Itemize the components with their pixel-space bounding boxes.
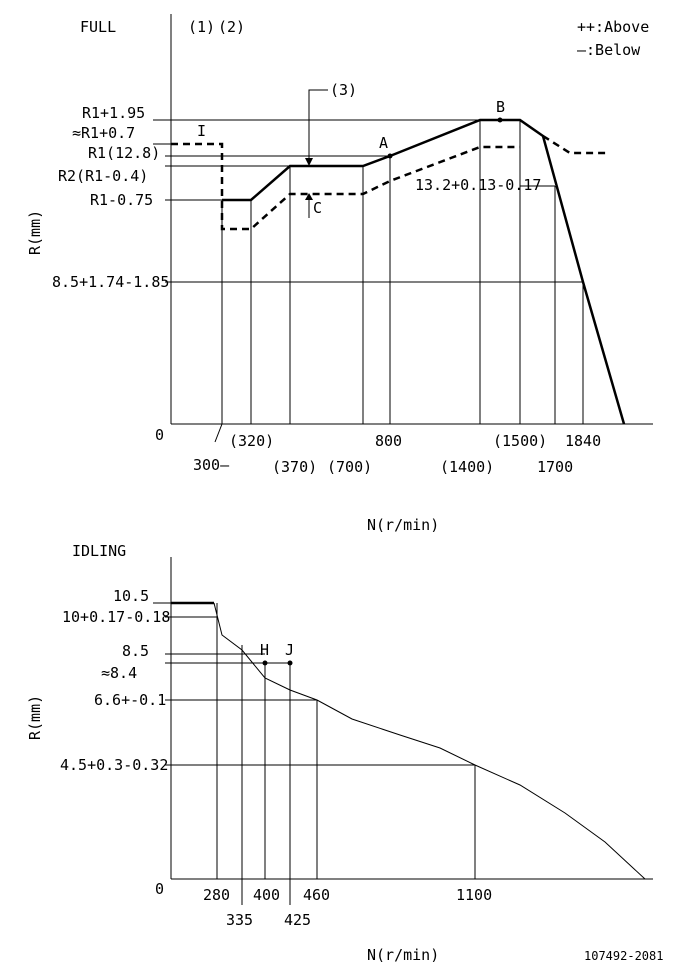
idling-series <box>213 602 646 880</box>
full-chart: FULL (1) (2) 0 R(mm) N(r/min) R1+1.95 ≈R… <box>26 14 653 534</box>
idling-ylabel-84: ≈8.4 <box>101 664 137 682</box>
idling-title: IDLING <box>72 542 126 560</box>
full-xlabel-800: 800 <box>375 432 402 450</box>
full-arrow-3-leader <box>308 89 328 162</box>
full-point-c: C <box>313 199 322 217</box>
full-xlabel-1700: 1700 <box>537 458 573 476</box>
full-xlabel-1500: (1500) <box>493 432 547 450</box>
full-ylabel-r2: R2(R1-0.4) <box>58 167 148 185</box>
full-xlabel-320: (320) <box>229 432 274 450</box>
full-leader-300 <box>214 423 223 443</box>
full-title: FULL <box>80 18 116 36</box>
full-marker-b <box>497 117 503 123</box>
idling-ylabel-45: 4.5+0.3-0.32 <box>60 756 168 774</box>
full-arrow-c-head <box>305 193 313 200</box>
full-xlabel-370: (370) <box>272 458 317 476</box>
full-point-b: B <box>496 98 505 116</box>
idling-xlabel-400: 400 <box>253 886 280 904</box>
full-note-1: (1) <box>188 18 215 36</box>
idling-marker-j <box>287 660 293 666</box>
full-series-below-tail <box>542 134 608 155</box>
idling-xlabel-1100: 1100 <box>456 886 492 904</box>
idling-zero: 0 <box>155 880 164 898</box>
full-xlabel-700: (700) <box>327 458 372 476</box>
full-xlabel-300: 300— <box>193 456 230 474</box>
legend-above: ++:Above <box>577 18 649 36</box>
full-ylabel-r1plus07: ≈R1+0.7 <box>72 124 135 142</box>
full-point-i: I <box>197 122 206 140</box>
full-ylabel-r1plus195: R1+1.95 <box>82 104 145 122</box>
full-zero: 0 <box>155 426 164 444</box>
idling-point-j: J <box>285 641 294 659</box>
full-ylabel-85: 8.5+1.74-1.85 <box>52 273 169 291</box>
full-series-below <box>171 142 520 231</box>
full-arrow-3-head <box>305 158 313 166</box>
idling-xlabel-425: 425 <box>284 911 311 929</box>
full-note-3: (3) <box>330 81 357 99</box>
idling-chart: IDLING 0 R(mm) N(r/min) 10.5 10+0.17-0.1… <box>26 542 653 964</box>
idling-xlabel-280: 280 <box>203 886 230 904</box>
idling-ylabel-105: 10.5 <box>113 587 149 605</box>
idling-ylabel-66: 6.6+-0.1 <box>94 691 166 709</box>
idling-xlabel-460: 460 <box>303 886 330 904</box>
full-point-a: A <box>379 134 388 152</box>
idling-ylabel: R(mm) <box>26 695 44 740</box>
full-ylabel-r1: R1(12.8) <box>88 144 160 162</box>
idling-ylabel-10: 10+0.17-0.18 <box>62 608 170 626</box>
full-ylabel-132: 13.2+0.13-0.17 <box>415 176 541 194</box>
full-xlabel-1400: (1400) <box>440 458 494 476</box>
full-ylabel: R(mm) <box>26 210 44 255</box>
idling-xlabel: N(r/min) <box>367 946 439 964</box>
idling-ylabel-85: 8.5 <box>122 642 149 660</box>
full-note-2: (2) <box>218 18 245 36</box>
idling-xlabel-335: 335 <box>226 911 253 929</box>
full-ylabel-r1minus075: R1-0.75 <box>90 191 153 209</box>
full-xlabel-1840: 1840 <box>565 432 601 450</box>
idling-marker-h <box>262 660 268 666</box>
full-series-above <box>222 118 626 425</box>
figure-id: 107492-2081 <box>584 949 663 963</box>
legend-below: —:Below <box>577 41 641 59</box>
idling-point-h: H <box>260 641 269 659</box>
full-marker-a <box>387 153 393 159</box>
full-xlabel: N(r/min) <box>367 516 439 534</box>
